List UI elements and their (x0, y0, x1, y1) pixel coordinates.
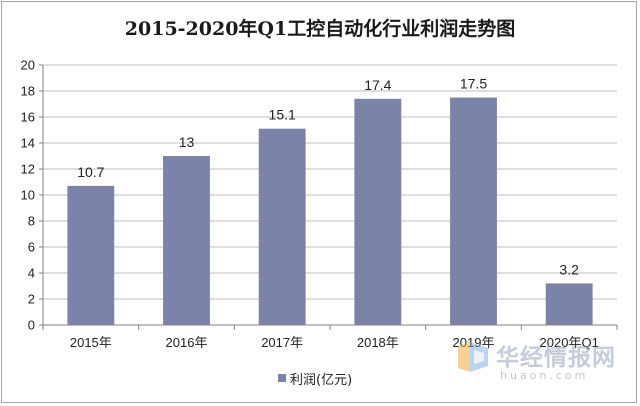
data-label: 13 (179, 134, 195, 150)
y-tick-label: 20 (21, 58, 35, 73)
data-labels: 10.7 13 15.1 17.4 17.5 3.2 (77, 76, 579, 278)
watermark-url: huaon.com (500, 369, 589, 382)
watermark: 华经情报网 huaon.com (456, 338, 636, 390)
y-tick-label: 12 (21, 162, 35, 177)
watermark-text: 华经情报网 (496, 345, 616, 371)
y-tick-label: 0 (28, 318, 35, 333)
x-tick-label: 2016年 (166, 335, 208, 350)
bars (67, 97, 593, 325)
chart-title: 2015-2020年Q1工控自动化行业利润走势图 (124, 18, 516, 40)
x-tick-label: 2018年 (357, 335, 399, 350)
data-label: 17.4 (364, 77, 391, 93)
y-tick-label: 10 (21, 188, 35, 203)
data-label: 15.1 (269, 107, 296, 123)
y-tick-label: 18 (21, 84, 35, 99)
y-tick-label: 8 (28, 214, 35, 229)
x-axis: 2015年 2016年 2017年 2018年 2019年 2020年Q1 (42, 324, 618, 350)
bar (545, 283, 593, 325)
y-tick-label: 6 (28, 240, 35, 255)
bar (450, 97, 497, 325)
bar (163, 156, 210, 325)
bar (258, 128, 306, 325)
y-tick-label: 4 (28, 266, 35, 281)
legend: 利润(亿元) (278, 369, 353, 388)
bar (354, 98, 402, 325)
y-tick-label: 14 (21, 136, 35, 151)
legend-swatch (278, 374, 286, 382)
x-tick-label: 2020年Q1 (540, 335, 599, 350)
watermark-logo-icon (458, 342, 488, 372)
bar (67, 185, 115, 325)
data-label: 10.7 (77, 164, 104, 180)
y-tick-label: 16 (21, 110, 35, 125)
y-axis: 0 2 4 6 8 10 12 14 16 18 20 (21, 58, 44, 333)
y-tick-label: 2 (28, 292, 35, 307)
data-label: 3.2 (559, 261, 579, 277)
gridlines (43, 64, 617, 326)
x-tick-label: 2015年 (70, 335, 112, 350)
data-label: 17.5 (460, 76, 487, 92)
x-tick-label: 2017年 (261, 335, 303, 350)
legend-label: 利润(亿元) (290, 372, 353, 388)
